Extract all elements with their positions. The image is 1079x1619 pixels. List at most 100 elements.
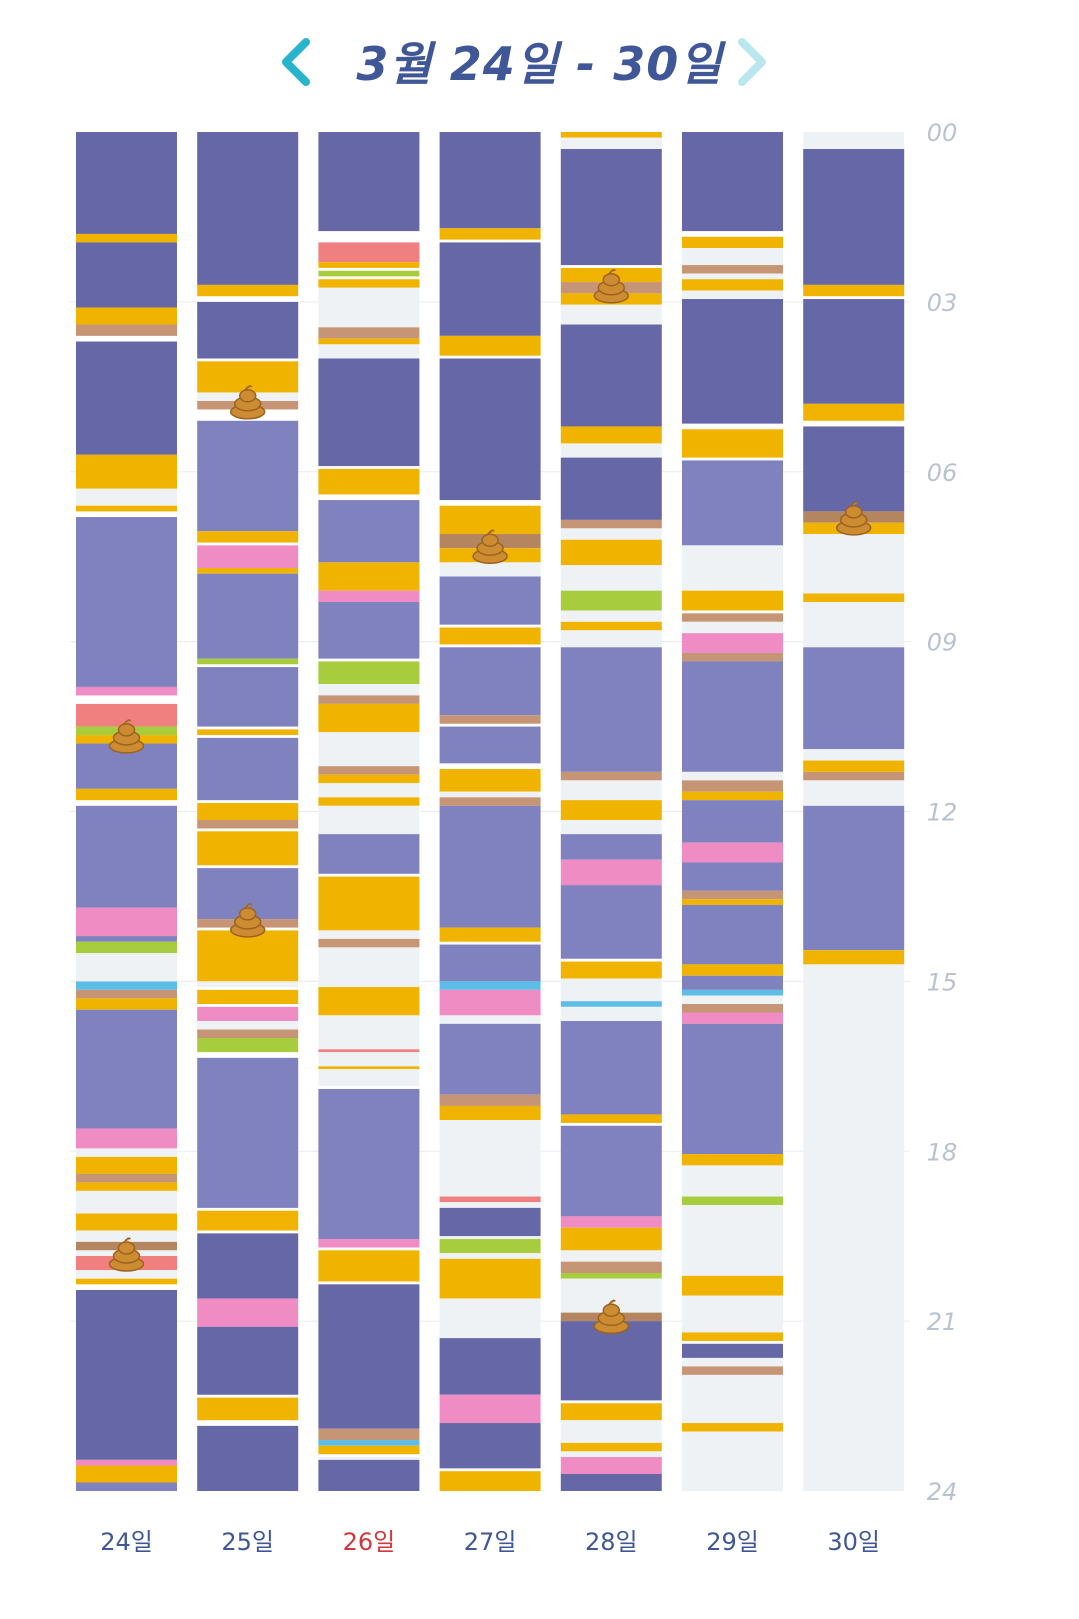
segment-nap	[318, 601, 420, 659]
segment-feed	[682, 964, 783, 976]
segment-empty	[439, 1253, 541, 1259]
day-column	[197, 132, 299, 1491]
segment-diaper	[560, 519, 662, 529]
day-column	[682, 132, 783, 1491]
segment-feed	[76, 1156, 177, 1174]
segment-diaper	[560, 771, 662, 781]
segment-feed	[560, 1403, 662, 1421]
segment-nap	[682, 460, 783, 546]
poop-icon	[229, 385, 266, 420]
poop-icon	[108, 1237, 145, 1272]
segment-nap	[560, 647, 662, 772]
segment-nap	[197, 420, 299, 532]
segment-diaper	[197, 1029, 299, 1038]
segment-night-sleep	[197, 132, 299, 285]
segment-night-sleep	[318, 1459, 420, 1491]
segment-nap	[318, 500, 420, 563]
segment-empty	[560, 819, 662, 835]
segment-night-sleep	[682, 299, 783, 424]
segment-feed	[682, 791, 783, 801]
segment-nap	[439, 726, 541, 764]
hour-tick-label: 12	[927, 799, 958, 827]
segment-empty	[76, 488, 177, 506]
segment-feed	[803, 284, 905, 297]
segment-night-sleep	[560, 457, 662, 520]
segment-empty	[318, 805, 420, 835]
segment-feed	[803, 760, 905, 772]
segment-night-sleep	[439, 1423, 541, 1469]
segment-feed	[682, 590, 783, 611]
week-title: 3월 24일 - 30일	[356, 37, 723, 91]
segment-empty	[318, 287, 420, 328]
segment-night-sleep	[76, 1289, 177, 1460]
segment-empty	[197, 1021, 299, 1030]
segment-green	[318, 270, 420, 277]
segment-empty	[76, 1270, 177, 1279]
segment-feed	[803, 593, 905, 602]
segment-empty	[682, 290, 783, 300]
segment-empty	[560, 565, 662, 591]
segment-nap	[560, 834, 662, 860]
segment-night-sleep	[76, 341, 177, 455]
segment-night-sleep	[439, 1207, 541, 1237]
segment-pink	[197, 1006, 299, 1022]
segment-feed	[682, 1154, 783, 1166]
segment-nap	[682, 862, 783, 891]
segment-feed	[197, 531, 299, 543]
day-label: 29일	[706, 1528, 759, 1556]
segment-diaper	[439, 797, 541, 806]
segment-feed	[76, 233, 177, 243]
segment-empty	[803, 534, 905, 594]
segment-empty	[439, 1120, 541, 1197]
segment-night-sleep	[318, 358, 420, 467]
segment-feed	[439, 769, 541, 792]
day-column	[318, 132, 420, 1491]
segment-feed	[318, 262, 420, 268]
segment-empty	[682, 621, 783, 634]
segment-feed	[76, 454, 177, 489]
segment-feed	[76, 505, 177, 512]
segment-feed	[197, 989, 299, 1005]
segment-empty	[318, 1457, 420, 1460]
segment-nap	[560, 885, 662, 959]
segment-pink	[76, 686, 177, 696]
segment-empty	[803, 964, 905, 1491]
segment-pink	[560, 859, 662, 886]
segment-night-sleep	[560, 1321, 662, 1401]
segment-nap	[76, 517, 177, 687]
segment-night-sleep	[197, 1233, 299, 1299]
segment-nap	[439, 576, 541, 625]
segment-nap	[197, 1057, 299, 1208]
segment-empty	[318, 684, 420, 696]
segment-nap	[197, 573, 299, 659]
segment-pink	[197, 1298, 299, 1327]
segment-empty	[803, 780, 905, 806]
segment-feed	[318, 1250, 420, 1282]
segment-pink	[682, 1012, 783, 1024]
segment-diaper	[682, 1004, 783, 1013]
segment-nap	[197, 737, 299, 801]
segment-feed	[439, 1105, 541, 1121]
segment-night-sleep	[682, 132, 783, 232]
segment-empty	[682, 545, 783, 591]
segment-empty	[197, 981, 299, 988]
segment-feed	[197, 803, 299, 820]
prev-week-button[interactable]	[276, 34, 316, 90]
segment-pink	[439, 1394, 541, 1424]
segment-feed	[439, 627, 541, 645]
segment-empty	[318, 1015, 420, 1050]
segment-pink	[318, 1239, 420, 1248]
segment-empty	[682, 1431, 783, 1491]
segment-nap	[560, 1021, 662, 1115]
segment-feed	[318, 774, 420, 784]
segment-red	[439, 1196, 541, 1203]
segment-nap	[439, 1023, 541, 1095]
segment-diaper	[803, 771, 905, 781]
next-week-button[interactable]	[732, 34, 772, 90]
segment-diaper	[682, 890, 783, 900]
day-label: 28일	[585, 1528, 638, 1556]
segment-feed	[318, 562, 420, 591]
segment-feed	[439, 505, 541, 535]
segment-feed	[197, 930, 299, 982]
segment-empty	[560, 610, 662, 622]
